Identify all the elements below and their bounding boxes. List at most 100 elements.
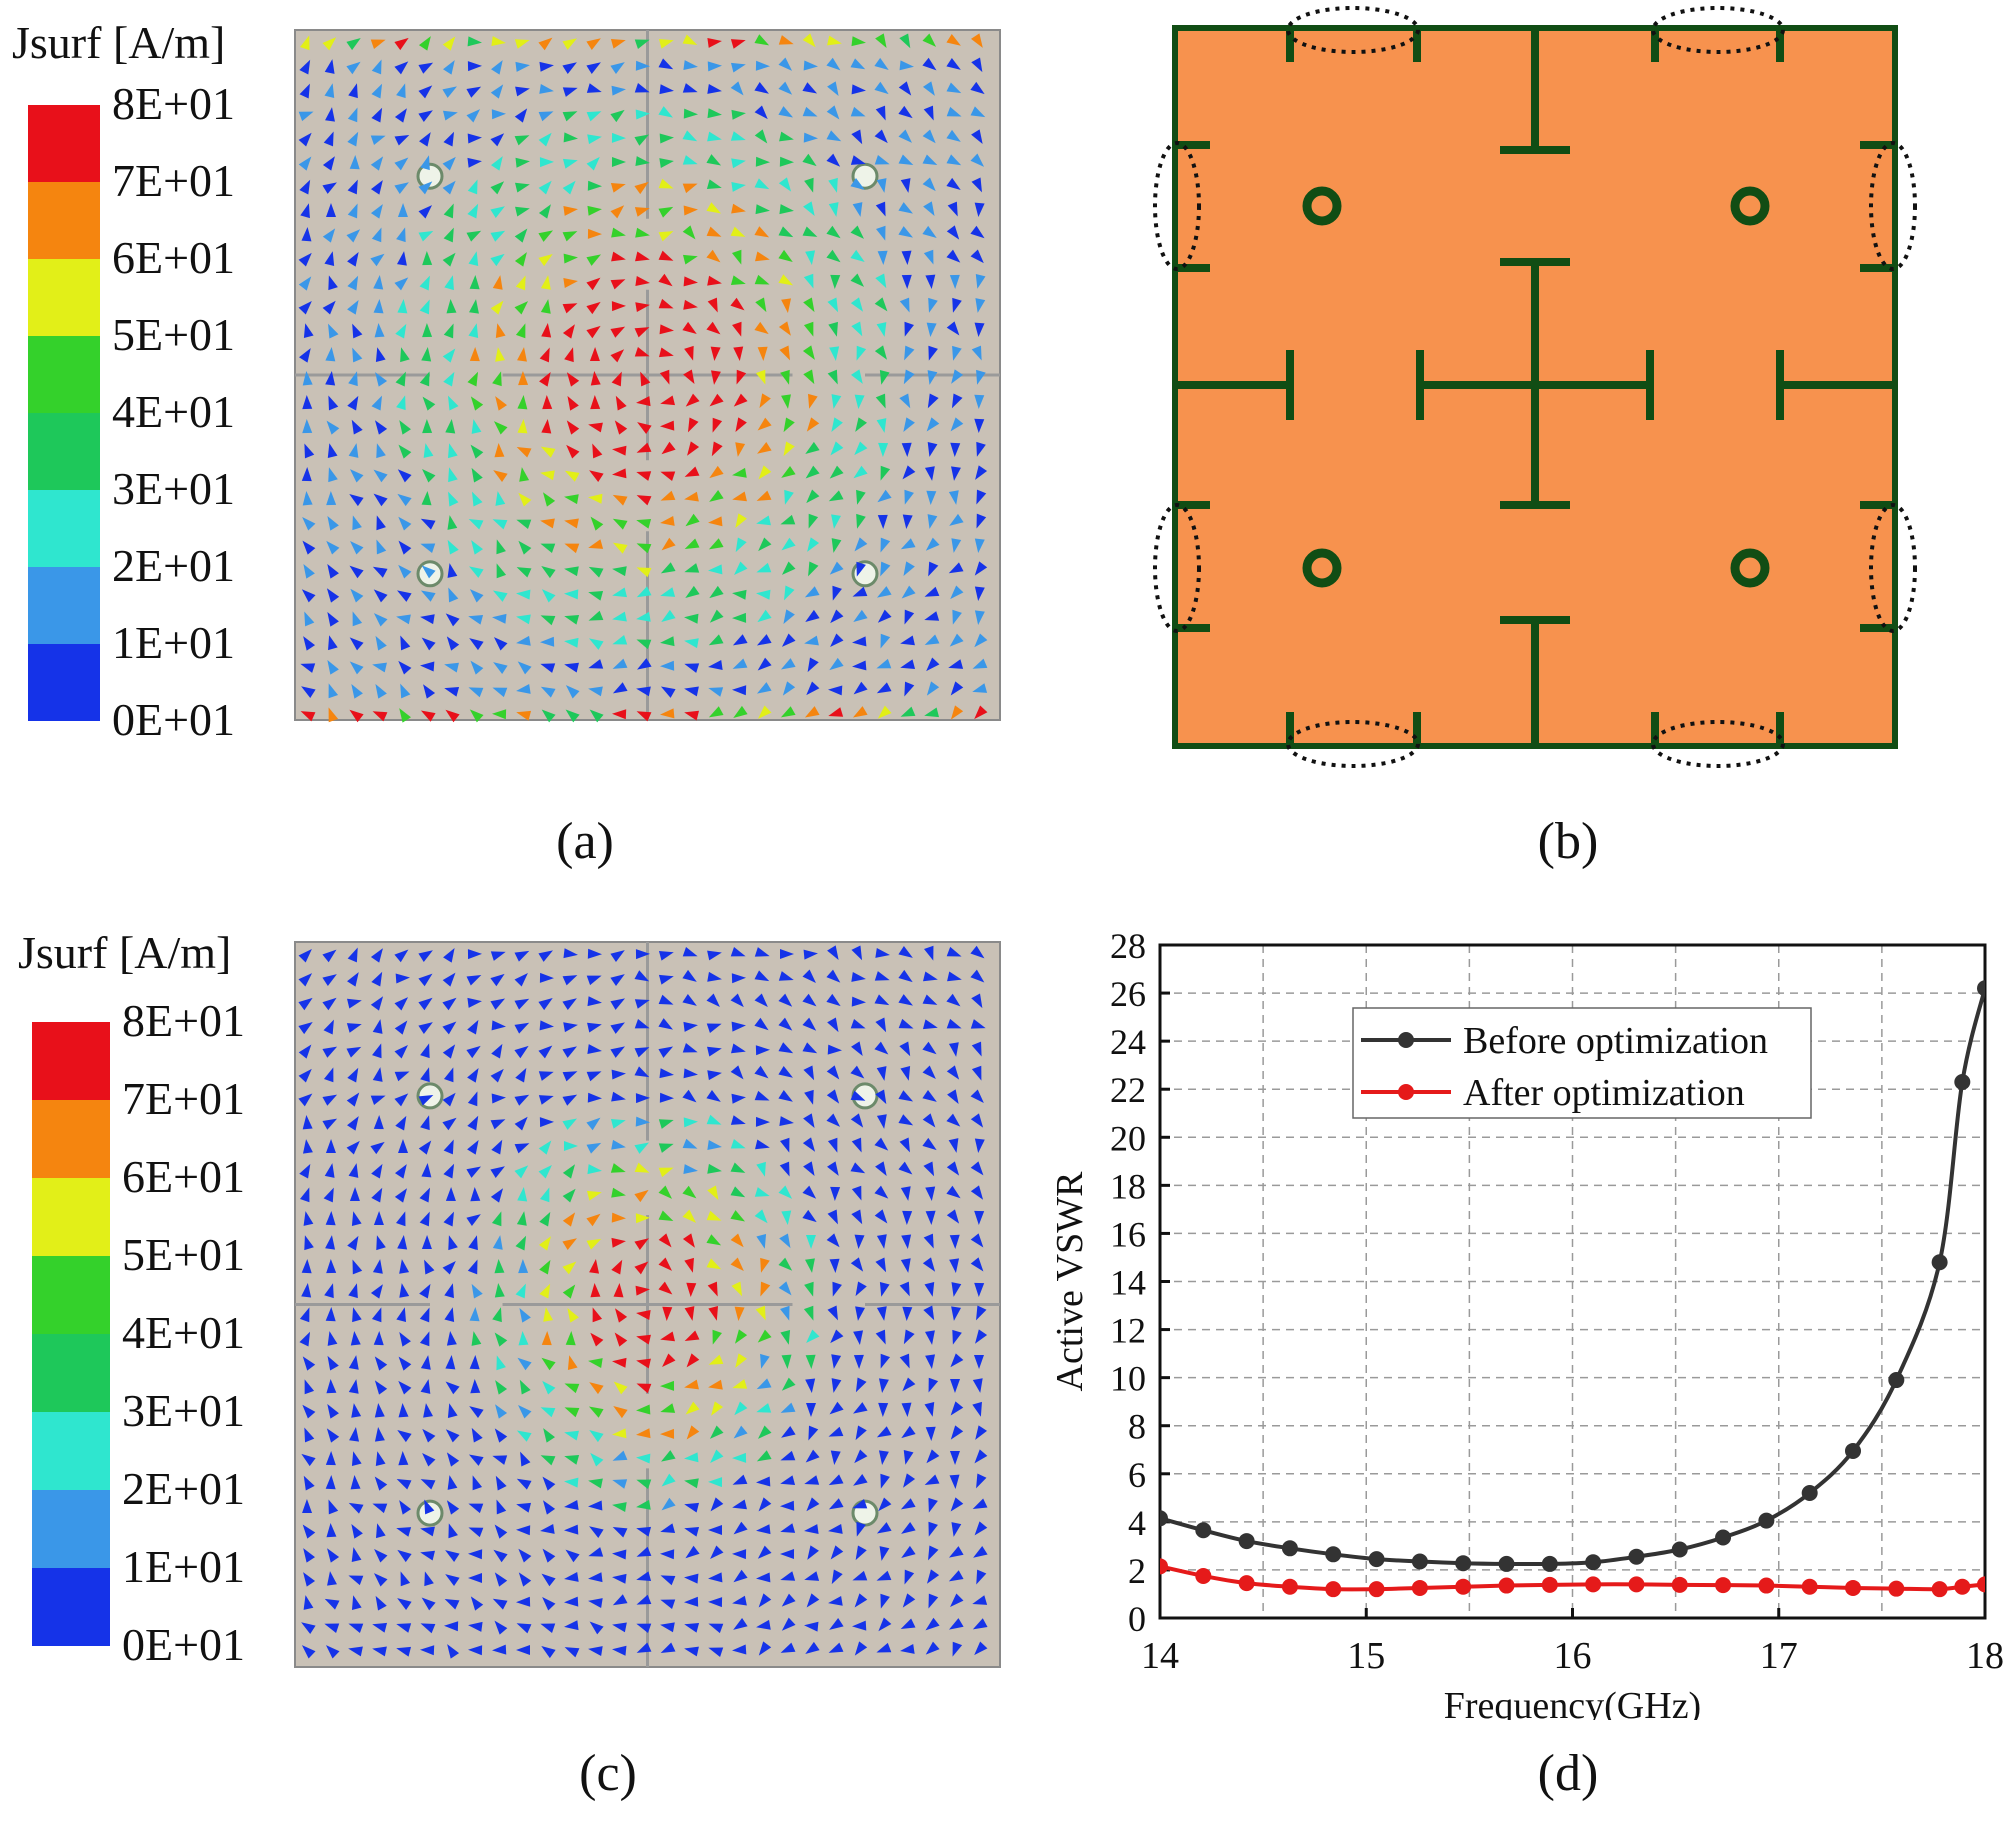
- current-arrow: [636, 1453, 651, 1464]
- current-arrow: [611, 301, 626, 312]
- current-arrow: [443, 1139, 454, 1155]
- current-arrow: [423, 684, 436, 699]
- current-arrow: [468, 1454, 484, 1466]
- current-arrow: [973, 1354, 984, 1369]
- current-arrow: [971, 177, 982, 193]
- data-point: [1195, 1567, 1212, 1584]
- current-arrow: [829, 657, 844, 671]
- current-arrow: [588, 1406, 604, 1418]
- current-arrow: [780, 1500, 795, 1511]
- colorbar-tick-label: 4E+01: [122, 1307, 246, 1358]
- current-arrow: [831, 1354, 842, 1369]
- current-arrow: [853, 1330, 864, 1345]
- current-arrow: [851, 1041, 863, 1056]
- current-arrow: [447, 1403, 458, 1419]
- current-arrow: [684, 491, 699, 502]
- current-arrow: [421, 637, 436, 651]
- current-arrow: [973, 1546, 988, 1558]
- current-arrow: [805, 1641, 820, 1655]
- highlight-ellipse: [1286, 6, 1420, 54]
- current-arrow: [398, 516, 412, 531]
- current-arrow: [685, 393, 700, 407]
- current-arrow: [855, 1281, 867, 1297]
- current-arrow: [421, 491, 432, 506]
- current-arrow: [538, 1045, 553, 1059]
- current-arrow: [757, 609, 772, 623]
- current-arrow: [875, 201, 886, 217]
- current-arrow: [493, 421, 508, 435]
- current-arrow: [397, 203, 408, 218]
- current-arrow: [328, 707, 339, 723]
- current-arrow: [494, 1572, 508, 1587]
- current-arrow: [493, 1549, 508, 1563]
- x-axis-label: Frequency(GHz): [1444, 1685, 1701, 1720]
- colorbar-swatch: [28, 182, 100, 259]
- current-arrow: [778, 321, 791, 336]
- current-arrow: [684, 1306, 695, 1321]
- current-arrow: [735, 537, 747, 553]
- current-arrow: [374, 323, 385, 338]
- current-arrow: [928, 1377, 939, 1393]
- current-arrow: [779, 1137, 790, 1153]
- current-arrow: [396, 395, 406, 411]
- current-arrow: [418, 110, 433, 122]
- current-arrow: [418, 230, 434, 242]
- current-arrow: [467, 1067, 479, 1083]
- current-arrow: [567, 395, 579, 411]
- current-arrow: [466, 1166, 482, 1178]
- current-arrow: [970, 1089, 984, 1104]
- current-arrow: [418, 85, 433, 99]
- current-arrow: [707, 1046, 722, 1057]
- current-arrow: [442, 1044, 456, 1059]
- current-arrow: [564, 543, 580, 554]
- panel-c: Jsurf [A/m] 8E+01 7E+01 6E+01 5E+01 4E+01 3E+…: [0, 900, 1010, 1830]
- current-arrow: [706, 179, 722, 189]
- current-arrow: [658, 347, 674, 358]
- current-arrow: [684, 1330, 700, 1341]
- current-arrow: [349, 637, 364, 651]
- current-arrow: [328, 395, 339, 411]
- current-arrow: [730, 275, 746, 285]
- current-arrow: [299, 348, 311, 363]
- current-arrow: [397, 299, 408, 314]
- current-arrow: [684, 563, 700, 573]
- current-arrow: [514, 1094, 530, 1106]
- current-arrow: [562, 975, 578, 986]
- current-arrow: [760, 1257, 770, 1273]
- current-arrow: [875, 1089, 887, 1105]
- current-arrow: [898, 1161, 913, 1175]
- current-arrow: [974, 1282, 985, 1297]
- current-arrow: [327, 1404, 339, 1419]
- current-arrow: [304, 1427, 315, 1443]
- current-arrow: [804, 706, 820, 718]
- current-arrow: [586, 325, 601, 339]
- current-arrow: [660, 420, 675, 431]
- current-arrow: [518, 1259, 529, 1274]
- current-arrow: [948, 1042, 959, 1057]
- current-arrow: [496, 539, 506, 555]
- y-tick-label: 18: [1110, 1166, 1146, 1206]
- current-arrow: [952, 1641, 963, 1657]
- current-arrow: [446, 636, 460, 651]
- current-arrow: [755, 1045, 770, 1056]
- current-arrow: [830, 1329, 844, 1344]
- current-arrow: [828, 202, 839, 217]
- current-arrow: [422, 1428, 436, 1443]
- current-arrow: [349, 661, 364, 675]
- current-arrow: [830, 633, 844, 647]
- current-arrow: [611, 85, 626, 96]
- y-tick-label: 16: [1110, 1214, 1146, 1254]
- current-arrow: [754, 178, 770, 190]
- current-arrow: [754, 129, 768, 144]
- current-arrow: [923, 971, 938, 982]
- current-vector-field-c: [294, 941, 1001, 1668]
- data-point: [1498, 1555, 1515, 1572]
- current-arrow: [659, 1092, 674, 1103]
- current-arrow: [826, 153, 841, 167]
- current-arrow: [803, 201, 815, 216]
- current-arrow: [467, 949, 482, 960]
- colorbar-swatch: [32, 1178, 110, 1256]
- current-arrow: [375, 1595, 387, 1611]
- current-arrow: [660, 1403, 676, 1413]
- current-arrow: [899, 1281, 910, 1297]
